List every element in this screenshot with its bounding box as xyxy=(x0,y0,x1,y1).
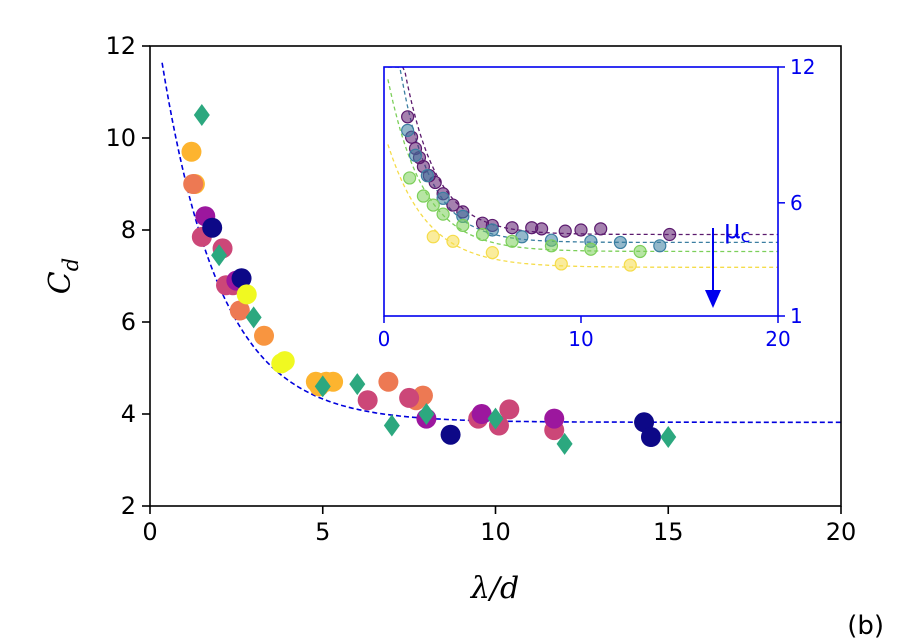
main-x-ticks: 0 5 10 15 20 xyxy=(142,506,856,546)
inset-data-point xyxy=(663,227,677,242)
inset-data-point xyxy=(653,239,667,253)
x-tick-label: 20 xyxy=(826,518,857,546)
inset-data-point xyxy=(446,234,460,248)
data-point-circle xyxy=(357,390,378,411)
data-point-circle xyxy=(440,424,461,445)
data-point-circle xyxy=(471,404,492,424)
data-point-circle xyxy=(181,141,202,162)
inset-data-point xyxy=(633,244,647,259)
inset-data-point xyxy=(505,234,519,248)
data-point-circle xyxy=(640,427,661,447)
inset-y-tick-label: 1 xyxy=(790,304,803,328)
y-tick-label: 4 xyxy=(121,400,136,428)
inset-data-point xyxy=(594,222,608,236)
inset-data-point xyxy=(485,246,499,260)
x-axis-label: λ/d xyxy=(470,571,519,606)
inset-data-point xyxy=(613,235,628,250)
data-point-diamond xyxy=(487,407,504,430)
mu-c-sub: c xyxy=(741,226,751,247)
data-point-circle xyxy=(229,300,250,321)
inset-data-point xyxy=(544,239,559,253)
inset-data-point xyxy=(475,227,490,242)
inset-fit-curve xyxy=(387,79,778,253)
inset-data-point xyxy=(574,223,588,237)
inset-data-point xyxy=(584,242,598,256)
data-point-diamond xyxy=(660,426,677,448)
inset-y-tick-label: 6 xyxy=(790,191,803,215)
mu-c-annotation: μc xyxy=(705,215,750,308)
inset-data-point xyxy=(623,258,637,272)
data-point-circle xyxy=(183,174,204,194)
y-tick-label: 2 xyxy=(121,492,136,520)
data-point-diamond xyxy=(418,403,435,425)
data-point-diamond xyxy=(556,432,573,455)
inset-x-tick-label: 20 xyxy=(765,327,790,351)
inset-data-point xyxy=(446,198,460,212)
data-point-circle xyxy=(544,408,565,429)
mu-c-arrow-head xyxy=(705,290,721,308)
inset-data-point xyxy=(436,191,450,205)
inset-y-tick-label: 12 xyxy=(790,55,815,79)
data-point-diamond xyxy=(383,414,400,437)
inset-data-point xyxy=(426,230,440,244)
main-y-ticks: 2 4 6 8 10 12 xyxy=(105,32,150,520)
data-point-circle xyxy=(274,351,295,372)
data-point-diamond xyxy=(193,104,210,126)
data-point-diamond xyxy=(211,244,228,267)
inset-data-point xyxy=(558,224,572,238)
inset-data-point xyxy=(534,222,549,236)
inset-data-point xyxy=(436,207,450,221)
inset-data-point xyxy=(554,257,568,271)
svg-text:μc: μc xyxy=(724,215,750,247)
inset-x-ticks: 0 10 20 xyxy=(378,316,791,351)
y-axis-label-sub: d xyxy=(59,258,83,271)
main-points-group xyxy=(181,104,677,455)
y-tick-label: 12 xyxy=(105,32,136,60)
y-tick-label: 6 xyxy=(121,308,136,336)
inset-data-point xyxy=(420,169,434,183)
data-point-circle xyxy=(202,217,223,238)
x-tick-label: 5 xyxy=(315,518,330,546)
data-point-circle xyxy=(378,371,399,392)
inset-data-point xyxy=(456,218,470,233)
y-axis-label: Cd xyxy=(43,258,83,294)
y-tick-label: 10 xyxy=(105,124,136,152)
data-point-circle xyxy=(399,387,420,408)
data-point-circle xyxy=(231,268,252,289)
data-point-diamond xyxy=(314,375,331,398)
y-axis-label-main: C xyxy=(43,271,78,294)
inset-points-group xyxy=(401,110,677,272)
x-tick-label: 10 xyxy=(480,518,511,546)
data-point-circle xyxy=(236,284,257,305)
data-point-circle xyxy=(254,325,275,346)
data-point-diamond xyxy=(245,306,262,329)
mu-c-label: μ xyxy=(724,215,741,245)
inset-data-point xyxy=(403,171,417,185)
inset-data-point xyxy=(416,189,430,203)
inset-x-tick-label: 10 xyxy=(568,327,593,351)
inset-data-point xyxy=(426,198,440,212)
x-tick-label: 0 xyxy=(142,518,157,546)
x-tick-label: 15 xyxy=(653,518,684,546)
inset-data-point xyxy=(401,110,415,124)
svg-text:Cd: Cd xyxy=(43,258,83,294)
data-point-diamond xyxy=(349,373,366,396)
inset-data-point xyxy=(401,123,415,137)
inset-data-point xyxy=(505,221,519,235)
inset-data-point xyxy=(408,148,423,162)
panel-label: (b) xyxy=(847,611,884,641)
y-tick-label: 8 xyxy=(121,216,136,244)
inset-x-tick-label: 0 xyxy=(378,327,391,351)
data-point-circle xyxy=(499,399,520,420)
